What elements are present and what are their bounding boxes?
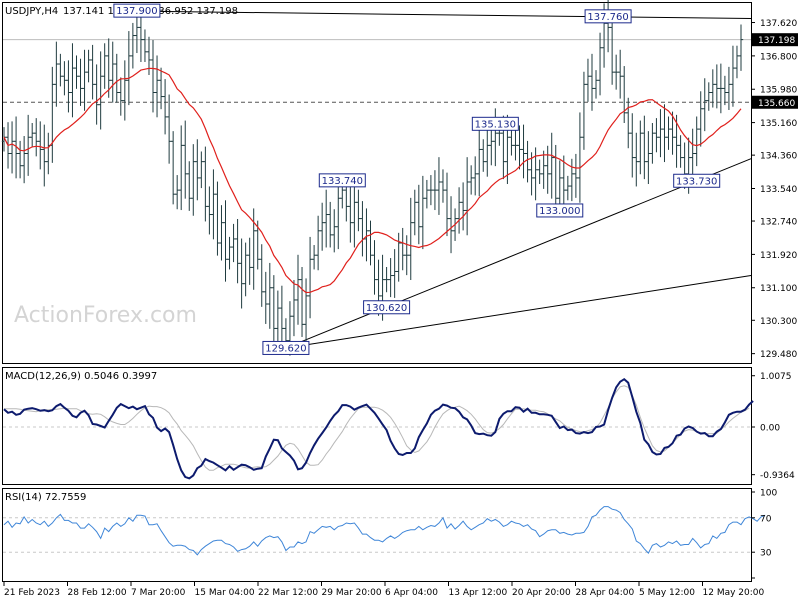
level-annotation: 133.740	[318, 173, 366, 188]
moving-average-line	[3, 67, 742, 294]
time-tick-label: 20 Apr 20:00	[512, 588, 571, 598]
time-tick-label: 13 Apr 12:00	[449, 588, 508, 598]
support-trendline	[285, 158, 752, 349]
current-price-tag-text: 137.198	[758, 36, 795, 46]
time-tick-label: 28 Feb 12:00	[68, 588, 127, 598]
annotation-label: 137.900	[116, 6, 157, 17]
annotation-box	[363, 300, 411, 315]
ohlc-bar	[738, 24, 744, 71]
time-tick-label: 28 Apr 04:00	[576, 588, 635, 598]
annotation-box	[471, 116, 519, 131]
price-tick-label: 135.160	[760, 119, 797, 129]
macd-line	[3, 377, 754, 480]
price-tick-label: 134.360	[760, 152, 797, 162]
price-tick-label: 131.920	[760, 251, 797, 261]
time-axis: 21 Feb 2023 28 Feb 12:00 7 Mar 20:00 15 Mar…	[3, 582, 765, 598]
annotation-label: 133.740	[322, 176, 363, 187]
annotation-label: 129.620	[265, 343, 306, 354]
annotation-label: 135.130	[475, 119, 516, 130]
level-annotation: 133.000	[536, 203, 584, 218]
price-tick-label: 136.800	[760, 52, 797, 62]
price-tick-label: 131.100	[760, 284, 797, 294]
level-price-tag-bg	[752, 95, 798, 109]
lower-support-trendline	[285, 275, 752, 349]
annotation-box	[584, 9, 632, 24]
price-tick-label: 133.540	[760, 185, 797, 195]
annotation-label: 133.730	[676, 176, 717, 187]
symbol-label: USDJPY,H4	[5, 6, 58, 17]
time-tick-label: 15 Mar 04:00	[195, 588, 255, 598]
price-panel[interactable]: USDJPY,H4 137.141 137.283 136.952 137.19…	[1, 0, 752, 364]
price-tick-label: 137.620	[760, 19, 797, 29]
level-annotation: 137.900	[113, 3, 161, 18]
time-tick-label: 7 Mar 20:00	[131, 588, 186, 598]
annotation-label: 133.000	[539, 206, 580, 217]
level-annotation: 135.130	[471, 116, 519, 131]
macd-tick-label: 1.0075	[760, 372, 792, 382]
macd-tick-label: -0.9364	[760, 471, 795, 481]
time-tick-label: 22 Mar 12:00	[258, 588, 318, 598]
rsi-panel-frame	[2, 488, 752, 582]
time-tick-label: 21 Feb 2023	[4, 588, 60, 598]
macd-panel-frame	[2, 367, 752, 485]
level-annotation: 137.760	[584, 9, 632, 24]
annotation-label: 130.620	[366, 303, 407, 314]
rsi-title: RSI(14) 72.7559	[5, 492, 86, 503]
annotation-box	[673, 173, 721, 188]
rsi-line	[3, 506, 766, 556]
rsi-panel[interactable]: RSI(14) 72.7559	[2, 488, 766, 582]
annotation-box	[536, 203, 584, 218]
rsi-tick-label: 100	[760, 489, 777, 499]
time-tick-label: 12 May 20:00	[703, 588, 765, 598]
price-tick-label: 132.740	[760, 218, 797, 228]
annotation-label: 137.760	[587, 12, 628, 23]
price-tick-label: 130.300	[760, 317, 797, 327]
current-price-tag: 137.198	[752, 33, 798, 47]
price-tick-label: 129.480	[760, 350, 797, 360]
level-annotation: 130.620	[363, 300, 411, 315]
level-price-tag-text: 135.660	[758, 99, 795, 109]
time-tick-label: 6 Apr 04:00	[385, 588, 438, 598]
macd-panel[interactable]: MACD(12,26,9) 0.5046 0.3997	[2, 367, 754, 485]
price-bars	[1, 0, 744, 356]
price-trendlines	[3, 10, 752, 349]
price-annotations: 137.900 137.760 135.130 133.740 133.000 133.7…	[113, 3, 721, 355]
level-price-tag: 135.660	[752, 95, 798, 109]
level-annotation: 133.730	[673, 173, 721, 188]
level-annotation: 129.620	[262, 340, 310, 355]
macd-title: MACD(12,26,9) 0.5046 0.3997	[5, 371, 157, 382]
rsi-tick-label: 70	[760, 514, 772, 524]
price-tick-label: 135.980	[760, 86, 797, 96]
rsi-tick-label: 30	[760, 549, 772, 559]
macd-tick-label: 0.00	[760, 424, 780, 434]
annotation-box	[318, 173, 366, 188]
annotation-box	[262, 340, 310, 355]
current-price-tag-bg	[752, 33, 798, 47]
resistance-trendline	[136, 10, 752, 20]
watermark: ActionForex.com	[14, 303, 197, 328]
time-tick-label: 5 May 12:00	[639, 588, 695, 598]
y-axes: 137.620 136.800 135.980 135.160 134.360 133.5…	[751, 19, 798, 579]
annotation-box	[113, 3, 161, 18]
time-tick-label: 29 Mar 20:00	[322, 588, 382, 598]
macd-signal-line	[4, 385, 750, 471]
